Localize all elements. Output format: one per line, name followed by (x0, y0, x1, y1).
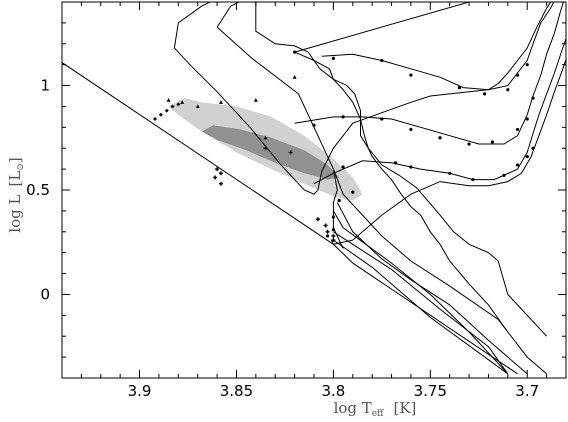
track-marker-8 (515, 73, 520, 77)
x-tick-label-4: 3.75 (414, 382, 447, 400)
track-marker-20 (341, 165, 345, 169)
x-axis-label-unit: [K] (394, 399, 417, 417)
evolutionary-track-7 (216, 2, 241, 28)
plus-marker-7 (325, 229, 330, 234)
track-marker-7 (506, 88, 510, 92)
plus-marker-9 (331, 238, 336, 243)
evolutionary-track-11 (294, 2, 471, 53)
track-marker-23 (448, 171, 452, 175)
track-marker-1 (293, 50, 297, 54)
y-axis-label: log L [L⊙] (6, 157, 26, 232)
track-marker-33 (351, 190, 355, 194)
y-tick-label-2: 0.5 (26, 181, 50, 199)
track-marker-28 (531, 146, 535, 150)
track-marker-3 (380, 58, 384, 63)
zams-line (62, 62, 518, 375)
x-axis-label: log Teff [K] (334, 399, 417, 419)
x-axis-label-subscript: eff (372, 409, 384, 419)
y-axis-label-close: ] (6, 157, 24, 163)
y-tick-label-1: 0 (40, 285, 50, 303)
plus-marker-11 (263, 146, 268, 151)
isochrone-line-3 (313, 36, 566, 185)
evolutionary-track-12 (294, 51, 509, 333)
tick-labels: 3.9 3.85 3.8 3.75 3.7 0 0.5 1 (26, 77, 539, 400)
track-marker-12 (380, 117, 384, 121)
track-marker-13 (409, 127, 413, 132)
track-marker-24 (471, 177, 475, 182)
track-marker-16 (490, 140, 494, 144)
track-marker-15 (467, 142, 471, 146)
track-marker-29 (331, 215, 335, 219)
plus-marker-8 (331, 233, 336, 238)
track-marker-5 (457, 86, 461, 90)
diamond-marker-5 (176, 102, 181, 107)
track-marker-14 (438, 136, 442, 140)
track-marker-17 (515, 127, 520, 132)
x-tick-label-2: 3.85 (220, 382, 253, 400)
evolutionary-track-8 (216, 26, 299, 95)
plus-marker-2 (213, 175, 218, 180)
evolutionary-track-9 (255, 2, 309, 53)
evolutionary-track-10 (307, 51, 547, 337)
track-marker-18 (525, 117, 529, 121)
isochrone-line-2 (294, 2, 564, 145)
diamond-marker-2 (158, 112, 163, 117)
diamond-marker-3 (164, 108, 169, 113)
track-marker-32 (337, 198, 341, 203)
plus-marker-1 (218, 181, 223, 186)
track-marker-22 (409, 165, 413, 169)
y-axis-label-unit: [L (6, 171, 24, 187)
track-marker-2 (331, 56, 335, 61)
plot-area (62, 2, 566, 375)
axis-ticks (61, 1, 567, 379)
evolutionary-track-2 (333, 231, 509, 375)
triangle-marker-6 (292, 75, 297, 79)
track-marker-6 (482, 92, 487, 96)
x-tick-label-3: 3.8 (321, 382, 345, 400)
plus-marker-4 (215, 167, 220, 172)
y-axis-label-sun: ⊙ (16, 163, 26, 171)
track-marker-26 (515, 163, 520, 167)
x-tick-label-1: 3.9 (128, 382, 152, 400)
triangle-marker-4 (218, 100, 223, 104)
y-tick-label-3: 1 (40, 77, 50, 95)
plus-marker-10 (288, 150, 293, 155)
track-marker-10 (312, 123, 316, 127)
triangle-marker-1 (166, 97, 171, 102)
evolutionary-track-5 (332, 168, 547, 375)
evolutionary-track-6 (298, 93, 344, 249)
isochrone-line-1 (321, 2, 555, 91)
evolutionary-track-3 (332, 210, 509, 375)
plus-marker-5 (315, 217, 320, 222)
evolutionary-track-13 (173, 2, 552, 195)
evolutionary-track-1 (333, 239, 509, 375)
plus-marker-6 (323, 223, 328, 228)
track-marker-11 (341, 115, 345, 119)
plus-marker-3 (218, 171, 223, 176)
x-tick-label-5: 3.7 (515, 382, 539, 400)
evolutionary-track-4 (336, 202, 528, 375)
diamond-marker-4 (170, 104, 175, 109)
track-marker-31 (325, 234, 330, 238)
track-marker-4 (409, 73, 413, 77)
track-marker-25 (502, 173, 506, 177)
y-axis-label-main: log L (6, 195, 24, 233)
track-marker-21 (393, 161, 398, 165)
track-marker-9 (525, 63, 529, 67)
diamond-marker-1 (153, 116, 158, 121)
triangle-marker-2 (180, 100, 185, 104)
triangle-marker-7 (263, 135, 268, 140)
track-marker-30 (331, 228, 335, 232)
isochrone-line-4 (330, 57, 566, 245)
x-axis-label-main: log T (334, 399, 372, 417)
triangle-marker-5 (253, 97, 258, 102)
track-marker-27 (525, 154, 529, 159)
triangle-marker-3 (195, 104, 200, 109)
track-marker-19 (531, 96, 535, 100)
